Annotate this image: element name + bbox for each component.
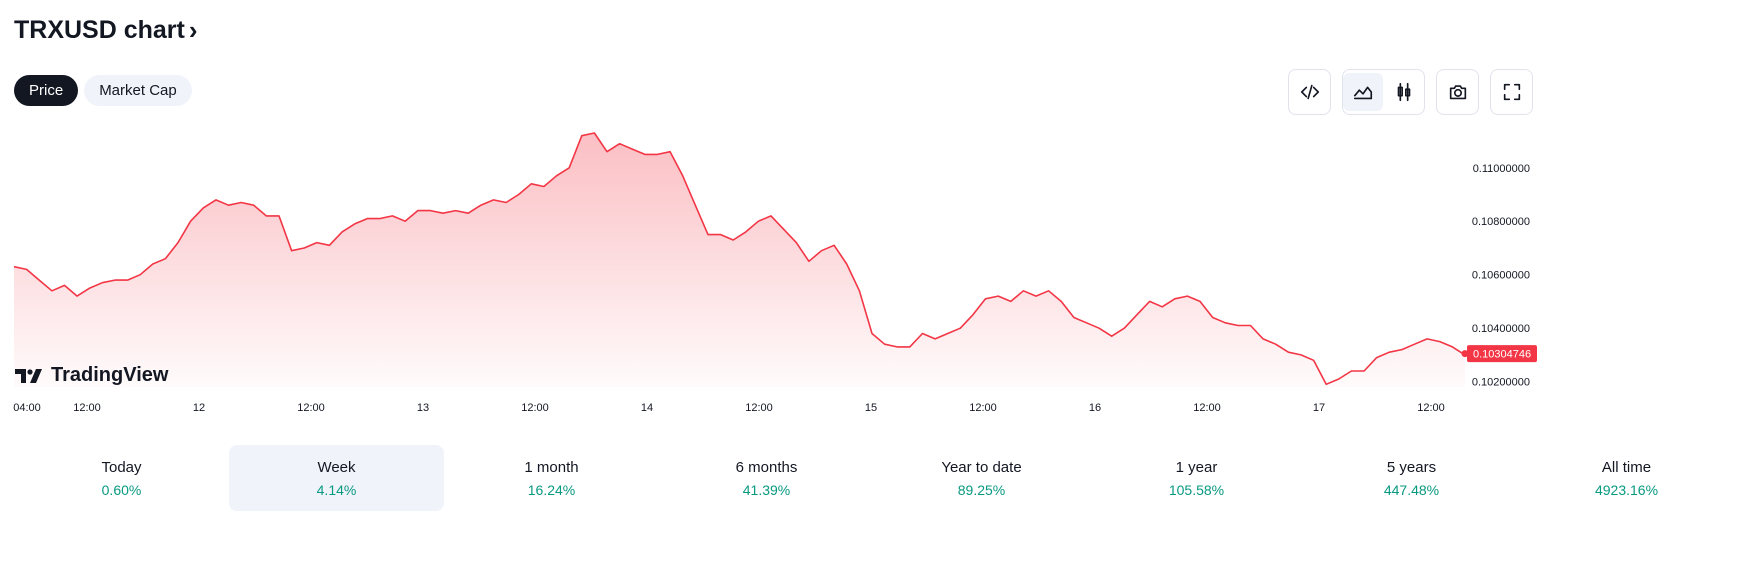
y-tick-label: 0.10200000 bbox=[1472, 377, 1530, 389]
embed-button-box bbox=[1288, 69, 1331, 115]
fullscreen-icon bbox=[1503, 83, 1520, 101]
x-axis: 04:00 12:00 12 12:00 13 12:00 14 12:00 15 12:00 16… bbox=[13, 402, 1445, 414]
y-tick-label: 0.10400000 bbox=[1472, 323, 1530, 335]
period-1-month[interactable]: 1 month 16.24% bbox=[444, 445, 659, 511]
chevron-right-icon: › bbox=[188, 14, 198, 45]
last-price-dot bbox=[1461, 350, 1469, 358]
period-5-years[interactable]: 5 years 447.48% bbox=[1304, 445, 1519, 511]
tab-market-cap[interactable]: Market Cap bbox=[84, 75, 192, 106]
period-label: 1 year bbox=[1175, 458, 1218, 476]
x-tick-label: 14 bbox=[641, 402, 653, 414]
x-tick-label: 04:00 bbox=[13, 402, 41, 414]
x-tick-label: 12:00 bbox=[745, 402, 773, 414]
price-line bbox=[13, 132, 1466, 386]
period-change: 16.24% bbox=[527, 481, 576, 498]
period-change: 4.14% bbox=[316, 481, 357, 498]
period-week[interactable]: Week 4.14% bbox=[229, 445, 444, 511]
x-tick-label: 13 bbox=[417, 402, 429, 414]
period-change: 447.48% bbox=[1383, 481, 1440, 498]
camera-icon bbox=[1449, 85, 1466, 100]
period-label: All time bbox=[1601, 458, 1652, 476]
performance-periods: Today 0.60% Week 4.14% 1 month 16.24% 6 … bbox=[14, 445, 1734, 511]
snapshot-button-box bbox=[1436, 69, 1479, 115]
logo-text: TradingView bbox=[51, 364, 169, 386]
period-change: 89.25% bbox=[957, 481, 1006, 498]
chart-toolbar bbox=[1288, 69, 1748, 115]
period-change: 4923.16% bbox=[1594, 481, 1659, 498]
y-tick-label: 0.10600000 bbox=[1472, 270, 1530, 282]
x-tick-label: 15 bbox=[865, 402, 877, 414]
period-6-months[interactable]: 6 months 41.39% bbox=[659, 445, 874, 511]
period-change: 105.58% bbox=[1168, 481, 1225, 498]
chart-title: TRXUSD chart bbox=[14, 16, 185, 44]
x-tick-label: 12:00 bbox=[73, 402, 101, 414]
period-change: 0.60% bbox=[101, 481, 142, 498]
x-tick-label: 12:00 bbox=[521, 402, 549, 414]
snapshot-button[interactable] bbox=[1438, 73, 1478, 111]
price-area-fill bbox=[14, 133, 1465, 387]
period-label: Year to date bbox=[941, 458, 1022, 476]
code-icon bbox=[1300, 84, 1319, 100]
area-chart-icon bbox=[1353, 86, 1372, 100]
candlestick-icon bbox=[1397, 82, 1411, 102]
period-all-time[interactable]: All time 4923.16% bbox=[1519, 445, 1734, 511]
tradingview-logo[interactable]: TradingView bbox=[15, 364, 168, 387]
last-price-badge: 0.10304746 bbox=[1467, 345, 1537, 363]
period-label: 5 years bbox=[1386, 458, 1437, 476]
embed-button[interactable] bbox=[1290, 73, 1330, 111]
price-chart[interactable]: 0.10200000 0.10400000 0.10600000 0.10800000… bbox=[0, 125, 1748, 425]
x-tick-label: 16 bbox=[1089, 402, 1101, 414]
candlestick-button[interactable] bbox=[1385, 73, 1425, 111]
period-1-year[interactable]: 1 year 105.58% bbox=[1089, 445, 1304, 511]
period-year-to-date[interactable]: Year to date 89.25% bbox=[874, 445, 1089, 511]
y-axis: 0.10200000 0.10400000 0.10600000 0.10800000… bbox=[1472, 163, 1530, 389]
x-tick-label: 12:00 bbox=[969, 402, 997, 414]
period-today[interactable]: Today 0.60% bbox=[14, 445, 229, 511]
fullscreen-button-box bbox=[1490, 69, 1533, 115]
fullscreen-button[interactable] bbox=[1492, 73, 1532, 111]
y-tick-label: 0.10800000 bbox=[1472, 216, 1530, 228]
x-tick-label: 17 bbox=[1313, 402, 1325, 414]
last-price-label: 0.10304746 bbox=[1473, 349, 1531, 361]
x-tick-label: 12:00 bbox=[297, 402, 325, 414]
period-label: Week bbox=[317, 458, 356, 476]
period-label: 1 month bbox=[524, 458, 579, 476]
page-title[interactable]: TRXUSD chart › bbox=[14, 16, 198, 45]
period-change: 41.39% bbox=[742, 481, 791, 498]
area-chart-button[interactable] bbox=[1343, 73, 1383, 111]
chart-type-group bbox=[1342, 69, 1425, 115]
period-label: Today bbox=[101, 458, 142, 476]
chart-mode-tabs: Price Market Cap bbox=[14, 75, 192, 106]
y-tick-label: 0.11000000 bbox=[1473, 163, 1530, 175]
x-tick-label: 12 bbox=[193, 402, 205, 414]
x-tick-label: 12:00 bbox=[1417, 402, 1445, 414]
tab-price[interactable]: Price bbox=[14, 75, 79, 106]
period-label: 6 months bbox=[735, 458, 798, 476]
tradingview-icon bbox=[15, 368, 42, 383]
x-tick-label: 12:00 bbox=[1193, 402, 1221, 414]
